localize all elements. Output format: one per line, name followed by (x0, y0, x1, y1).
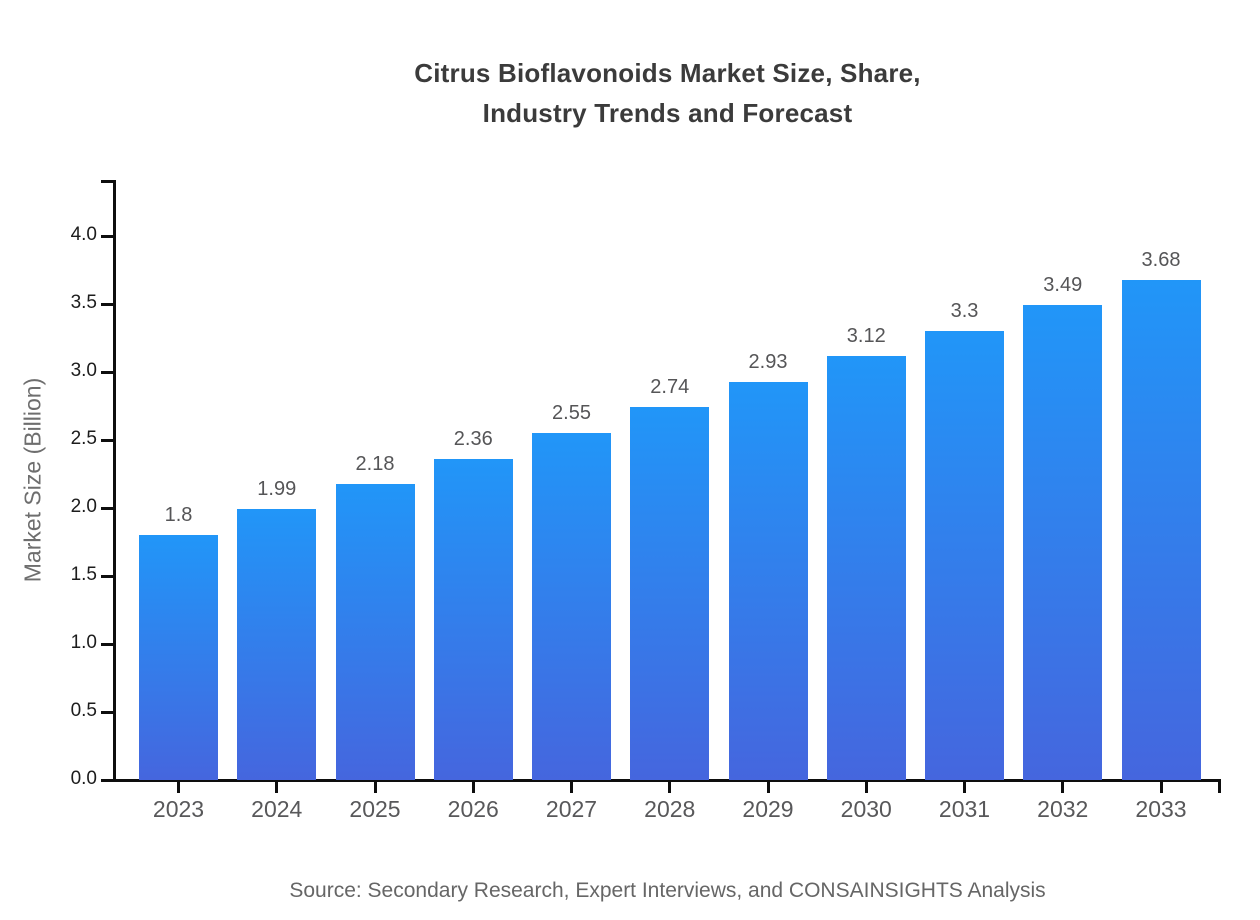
y-tick-label: 2.0 (70, 496, 97, 517)
bar (433, 459, 513, 780)
x-tick-label: 2031 (938, 796, 991, 822)
y-axis-end-cap (101, 180, 114, 183)
y-tick-label: 1.5 (70, 564, 97, 585)
x-tick-mark (570, 780, 573, 793)
bar-value-label: 3.49 (1043, 274, 1083, 297)
x-tick-label: 2025 (349, 796, 401, 822)
y-tick-mark (101, 439, 114, 442)
bar-value-label: 2.74 (650, 376, 690, 399)
x-tick-mark (864, 780, 868, 793)
y-tick-mark (101, 371, 114, 374)
x-tick-label: 2026 (447, 796, 499, 822)
x-tick-label: 2030 (840, 796, 892, 822)
bar-value-label: 1.8 (164, 504, 193, 527)
x-tick-label: 2027 (545, 796, 598, 822)
x-tick-label: 2028 (644, 796, 696, 822)
y-tick-label: 4.0 (70, 224, 97, 245)
y-tick-label: 1.0 (70, 632, 97, 653)
bar-value-label: 2.18 (355, 452, 395, 475)
bar-value-label: 1.99 (257, 478, 297, 501)
chart-title-line-1: Citrus Bioflavonoids Market Size, Share, (414, 58, 921, 88)
bar (237, 509, 317, 780)
x-tick-mark (1159, 780, 1163, 793)
x-tick-label: 2032 (1037, 796, 1089, 822)
chart-title-line-2: Industry Trends and Forecast (482, 98, 853, 128)
bar (532, 433, 611, 780)
bar (826, 355, 906, 780)
y-tick-mark (101, 507, 114, 510)
y-tick-mark (101, 303, 114, 306)
bar (630, 407, 710, 780)
x-tick-label: 2029 (742, 796, 794, 822)
bar-value-label: 2.55 (552, 402, 591, 425)
x-tick-mark (373, 780, 377, 793)
bar-value-label: 3.68 (1141, 248, 1181, 271)
y-axis-line (113, 180, 116, 782)
x-axis-line (113, 779, 1221, 782)
x-axis-end-cap (1218, 779, 1221, 793)
x-tick-label: 2024 (251, 796, 303, 822)
y-tick-mark (101, 235, 114, 238)
x-tick-mark (668, 780, 672, 793)
x-tick-label: 2023 (152, 796, 205, 822)
bar (335, 483, 415, 780)
y-tick-label: 3.0 (70, 360, 97, 381)
x-tick-mark (471, 780, 475, 793)
bar-value-label: 2.93 (748, 350, 788, 373)
x-tick-mark (766, 780, 770, 793)
y-tick-mark (101, 779, 114, 782)
chart-title: Citrus Bioflavonoids Market Size, Share,… (115, 53, 1220, 133)
y-tick-label: 2.5 (70, 428, 97, 449)
y-tick-label: 3.5 (70, 292, 97, 313)
x-tick-mark (963, 780, 966, 793)
bar-value-label: 3.12 (846, 324, 886, 347)
x-tick-mark (1061, 780, 1065, 793)
bar-value-label: 3.3 (950, 300, 979, 323)
bar (728, 381, 808, 780)
x-tick-label: 2033 (1135, 796, 1187, 822)
bar-value-label: 2.36 (453, 428, 493, 451)
bar (1121, 279, 1201, 780)
y-tick-mark (101, 575, 114, 578)
bar (925, 331, 1004, 780)
x-tick-mark (177, 780, 180, 793)
y-tick-label: 0.5 (70, 700, 97, 721)
x-tick-mark (275, 780, 279, 793)
source-caption: Source: Secondary Research, Expert Inter… (289, 879, 1046, 902)
bar (139, 535, 218, 780)
y-tick-label: 0.0 (70, 768, 97, 789)
y-tick-mark (101, 711, 114, 714)
bar (1023, 305, 1103, 780)
y-tick-mark (101, 643, 114, 646)
